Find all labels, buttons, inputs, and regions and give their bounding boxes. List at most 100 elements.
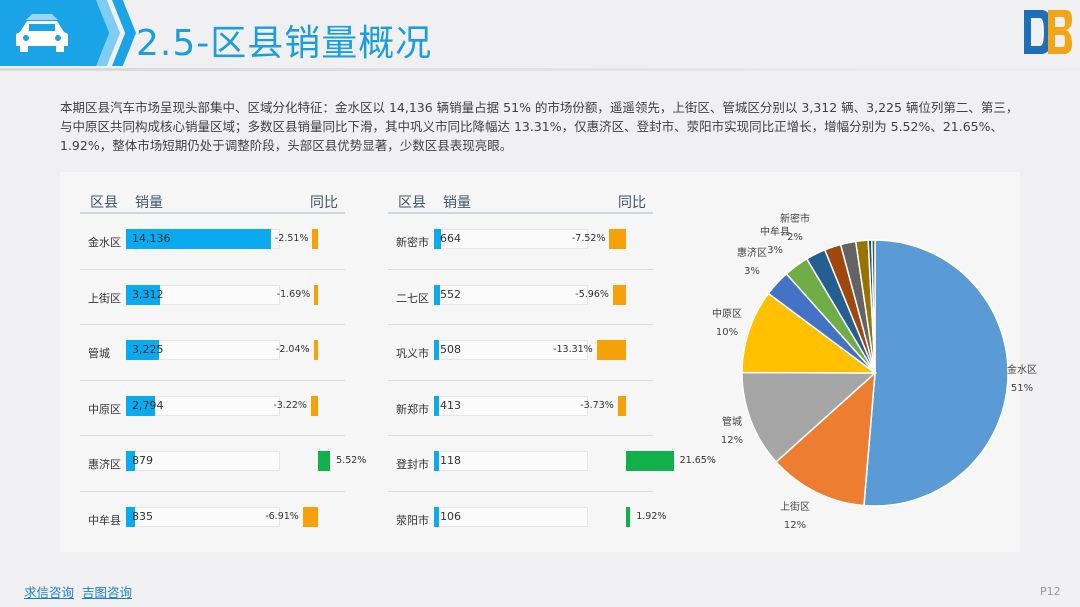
- right-sales-table: 区县 销量 同比 新密市 664 -7.52% 二七区 552 -5.96% 巩义市 508 -…: [388, 188, 716, 548]
- left-sales-table: 区县 销量 同比 金水区 14,136 -2.51% 上街区 3,312 -1.69% 管城…: [80, 188, 366, 547]
- pie-label: 管城 12%: [721, 415, 743, 446]
- table-rows: 金水区 14,136 -2.51% 上街区 3,312 -1.69% 管城 3,225 -2.0…: [80, 214, 366, 547]
- sales-value: 879: [132, 454, 153, 467]
- district-name: 荥阳市: [396, 513, 429, 527]
- table-header: 区县 销量 同比: [80, 188, 345, 214]
- yoy-value: 5.52%: [336, 455, 367, 466]
- yoy-negative-bar: [312, 229, 318, 249]
- pie-label-percent: 12%: [784, 520, 806, 531]
- sales-track: [434, 395, 588, 416]
- sales-bar: [126, 451, 136, 471]
- pie-label: 金水区 51%: [1007, 363, 1037, 394]
- district-name: 上街区: [88, 291, 121, 305]
- pie-label-name: 中牟县: [760, 225, 790, 238]
- district-name: 巩义市: [396, 347, 429, 360]
- sales-value: 3,312: [132, 287, 164, 301]
- sales-track: [434, 229, 588, 249]
- yoy-negative-bar: [596, 340, 626, 360]
- sales-track: [126, 506, 280, 527]
- pie-label-name: 上街区: [780, 500, 810, 513]
- yoy-positive-bar: [626, 506, 631, 527]
- yoy-value: -13.31%: [553, 344, 593, 355]
- table-row: 新郑市 413 -3.73%: [388, 381, 653, 436]
- district-name: 新郑市: [396, 402, 429, 416]
- sales-track: [434, 340, 588, 360]
- yoy-positive-bar: [318, 451, 331, 471]
- footer-link-jitu[interactable]: 吉图咨询: [82, 585, 133, 600]
- table-row: 巩义市 508 -13.31%: [388, 325, 653, 381]
- yoy-negative-bar: [313, 340, 318, 360]
- table-row: 中原区 2,794 -3.22%: [80, 381, 345, 436]
- table-row: 金水区 14,136 -2.51%: [80, 214, 345, 270]
- pie-label-name: 新密市: [780, 212, 810, 225]
- footer-links: 求信咨询 吉图咨询: [24, 582, 136, 601]
- car-icon: [16, 14, 68, 52]
- pie-label-percent: 10%: [716, 327, 738, 338]
- pie-slice: [871, 239, 876, 374]
- pie-slice: [741, 371, 877, 463]
- sales-bar: [434, 506, 439, 527]
- page-title: 2.5-区县销量概况: [136, 23, 433, 64]
- yoy-positive-bar: [626, 451, 674, 471]
- pie-label-percent: 3%: [744, 266, 760, 277]
- sales-value: 3,225: [132, 343, 164, 356]
- sales-value: 106: [440, 509, 461, 523]
- brand-logo: [1024, 10, 1072, 54]
- table-rows: 新密市 664 -7.52% 二七区 552 -5.96% 巩义市 508 -13.31% 新郑市…: [388, 214, 716, 548]
- pie-label-percent: 2%: [787, 232, 803, 243]
- sales-value: 118: [440, 454, 461, 467]
- yoy-negative-bar: [612, 284, 626, 305]
- footer-link-qiuxin[interactable]: 求信咨询: [24, 585, 75, 600]
- yoy-value: -1.69%: [276, 288, 311, 300]
- sales-bar: [126, 284, 160, 305]
- header-divider: [0, 68, 1080, 71]
- sales-track: [434, 451, 588, 471]
- table-row: 二七区 552 -5.96%: [388, 270, 653, 325]
- yoy-value: -7.52%: [571, 233, 606, 244]
- sales-track: [434, 506, 588, 527]
- district-name: 金水区: [88, 236, 121, 249]
- header-district: 区县: [398, 195, 426, 211]
- yoy-value: -2.04%: [275, 344, 310, 355]
- sales-bar: [434, 451, 439, 471]
- pie-label-percent: 12%: [721, 435, 743, 446]
- pie-label-name: 中原区: [712, 307, 742, 320]
- pie-slice: [775, 371, 876, 507]
- yoy-negative-bar: [314, 284, 318, 305]
- sales-bar: [126, 229, 271, 249]
- yoy-value: 1.92%: [636, 510, 667, 522]
- district-name: 管城: [88, 347, 110, 360]
- district-name: 惠济区: [88, 458, 121, 471]
- sales-bar: [126, 395, 155, 416]
- sales-value: 835: [132, 509, 153, 523]
- yoy-value: -5.96%: [575, 288, 609, 300]
- sales-bar: [434, 340, 440, 360]
- table-row: 登封市 118 21.65%: [388, 436, 716, 492]
- sales-bar: [434, 229, 441, 249]
- table-header: 区县 销量 同比: [388, 188, 653, 214]
- district-name: 中原区: [88, 402, 121, 416]
- table-row: 新密市 664 -7.52%: [388, 214, 653, 270]
- table-row: 上街区 3,312 -1.69%: [80, 270, 345, 325]
- yoy-negative-bar: [310, 395, 318, 416]
- sales-value: 664: [440, 232, 461, 245]
- sales-value: 413: [440, 398, 461, 412]
- yoy-value: -2.51%: [274, 233, 309, 244]
- pie-label: 中牟县 3%: [760, 225, 790, 256]
- sales-value: 2,794: [132, 398, 164, 412]
- yoy-value: -3.22%: [273, 399, 307, 411]
- page-number: P12: [1040, 585, 1061, 598]
- table-row: 荥阳市 106 1.92%: [388, 492, 666, 548]
- sales-bar: [434, 284, 440, 305]
- pie-label: 上街区 12%: [780, 500, 810, 531]
- pie-label: 中原区 10%: [712, 307, 742, 338]
- pie-slice: [741, 292, 878, 374]
- table-row: 管城 3,225 -2.04%: [80, 325, 345, 381]
- sales-bar: [126, 340, 160, 360]
- district-name: 二七区: [396, 291, 429, 305]
- summary-text: 本期区县汽车市场呈现头部集中、区域分化特征：金水区以 14,136 辆销量占据 …: [60, 100, 1019, 153]
- sales-track: [126, 284, 280, 305]
- yoy-value: -3.73%: [580, 399, 614, 411]
- header-sales: 销量: [443, 195, 471, 211]
- sales-track: [126, 395, 280, 416]
